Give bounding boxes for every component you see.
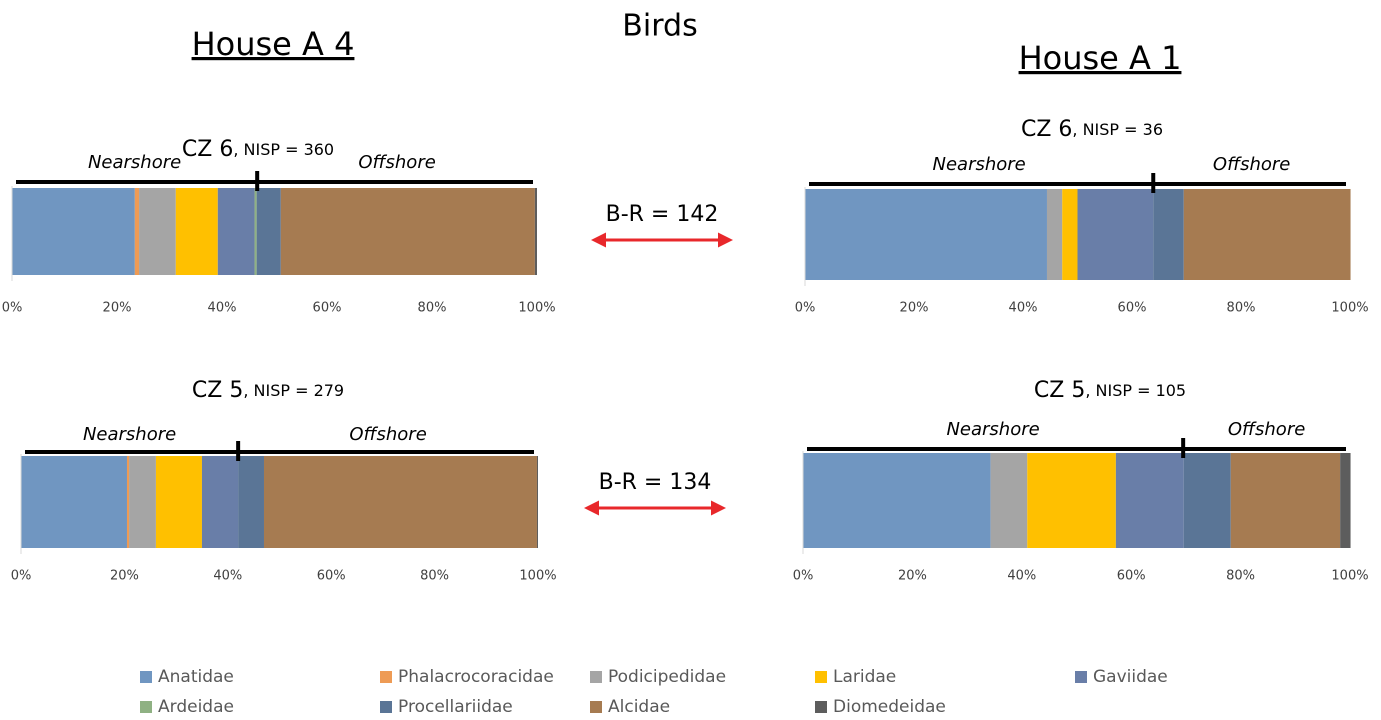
legend-label: Alcidae: [608, 697, 670, 717]
legend-swatch: [590, 671, 602, 683]
x-tick-label: 20%: [103, 301, 132, 316]
house-title: House A 1: [1019, 39, 1182, 77]
bar-segment: [254, 188, 257, 275]
x-tick-label: 40%: [208, 301, 237, 316]
house-title: House A 4: [192, 25, 355, 63]
bar-segment: [256, 188, 281, 275]
zone-label: Offshore: [1213, 154, 1290, 175]
bar-segment: [1183, 453, 1231, 548]
legend-label: Procellariidae: [398, 697, 513, 717]
bar-segment: [280, 188, 535, 275]
x-tick-label: 0%: [2, 301, 23, 316]
bar-segment: [139, 188, 176, 275]
x-tick-label: 100%: [1331, 569, 1368, 584]
panel-subtitle: , NISP = 105: [1085, 381, 1186, 400]
legend-swatch: [590, 701, 602, 713]
bar-segment: [175, 188, 218, 275]
legend-label: Anatidae: [158, 667, 234, 687]
x-tick-label: 100%: [518, 301, 555, 316]
panel-subtitle: , NISP = 36: [1072, 120, 1163, 139]
bar-segment: [217, 188, 255, 275]
zone-label: Nearshore: [88, 152, 181, 173]
bar-segment: [126, 456, 130, 548]
x-tick-label: 60%: [1117, 569, 1146, 584]
zone-label: Offshore: [358, 152, 435, 173]
x-tick-label: 80%: [420, 569, 449, 584]
annotation: B-R = 134: [599, 470, 712, 495]
x-tick-label: 0%: [11, 569, 32, 584]
annotation: B-R = 142: [606, 202, 719, 227]
bar-segment: [1340, 453, 1351, 548]
chart-title: Birds: [622, 9, 697, 44]
panel-title: CZ 5: [192, 378, 243, 403]
bar-segment: [12, 188, 135, 275]
zone-label: Nearshore: [83, 424, 176, 445]
bar-segment: [1077, 189, 1154, 280]
legend-label: Laridae: [833, 667, 896, 687]
bar-segment: [534, 188, 537, 275]
legend-swatch: [380, 671, 392, 683]
legend-swatch: [815, 671, 827, 683]
bar-segment: [1230, 453, 1341, 548]
x-tick-label: 40%: [1007, 569, 1036, 584]
x-tick-label: 60%: [317, 569, 346, 584]
legend-swatch: [140, 671, 152, 683]
bar-segment: [1062, 189, 1078, 280]
x-tick-label: 20%: [900, 301, 929, 316]
bar-segment: [803, 453, 991, 548]
legend-label: Diomedeidae: [833, 697, 946, 717]
panel-title: CZ 5: [1034, 378, 1085, 403]
legend-swatch: [815, 701, 827, 713]
x-tick-label: 60%: [313, 301, 342, 316]
bar-segment: [1183, 189, 1351, 280]
x-tick-label: 0%: [793, 569, 814, 584]
bar-segment: [990, 453, 1028, 548]
zone-label: Nearshore: [946, 419, 1039, 440]
zone-label: Nearshore: [933, 154, 1026, 175]
bar-segment: [1115, 453, 1184, 548]
zone-label: Offshore: [349, 424, 426, 445]
panel-title: CZ 6: [182, 137, 233, 162]
x-tick-label: 60%: [1118, 301, 1147, 316]
bar-segment: [201, 456, 239, 548]
legend-swatch: [380, 701, 392, 713]
x-tick-label: 20%: [898, 569, 927, 584]
x-tick-label: 40%: [213, 569, 242, 584]
bar-segment: [129, 456, 156, 548]
bar-segment: [1153, 189, 1184, 280]
legend-swatch: [1075, 671, 1087, 683]
legend-label: Podicipedidae: [608, 667, 726, 687]
bar-segment: [536, 456, 538, 548]
x-tick-label: 80%: [418, 301, 447, 316]
panel-title: CZ 6: [1021, 117, 1072, 142]
x-tick-label: 100%: [519, 569, 556, 584]
panel-subtitle: , NISP = 360: [233, 140, 334, 159]
x-tick-label: 20%: [110, 569, 139, 584]
chart-title: CZ 6, NISP = 360: [182, 137, 334, 162]
legend-swatch: [140, 701, 152, 713]
bar-segment: [155, 456, 202, 548]
panel-subtitle: , NISP = 279: [243, 381, 344, 400]
x-tick-label: 100%: [1331, 301, 1368, 316]
x-tick-label: 40%: [1009, 301, 1038, 316]
legend-label: Phalacrocoracidae: [398, 667, 554, 687]
bar-segment: [238, 456, 264, 548]
chart-title: CZ 5, NISP = 279: [192, 378, 344, 403]
chart-title: CZ 5, NISP = 105: [1034, 378, 1186, 403]
chart-title: CZ 6, NISP = 36: [1021, 117, 1163, 142]
bar-segment: [1027, 453, 1116, 548]
bar-segment: [1046, 189, 1063, 280]
zone-label: Offshore: [1228, 419, 1305, 440]
legend-label: Ardeidae: [158, 697, 234, 717]
x-tick-label: 0%: [795, 301, 816, 316]
x-tick-label: 80%: [1227, 301, 1256, 316]
legend-label: Gaviidae: [1093, 667, 1168, 687]
bar-segment: [21, 456, 127, 548]
x-tick-label: 80%: [1226, 569, 1255, 584]
bar-segment: [805, 189, 1047, 280]
bar-segment: [263, 456, 537, 548]
bar-segment: [134, 188, 140, 275]
